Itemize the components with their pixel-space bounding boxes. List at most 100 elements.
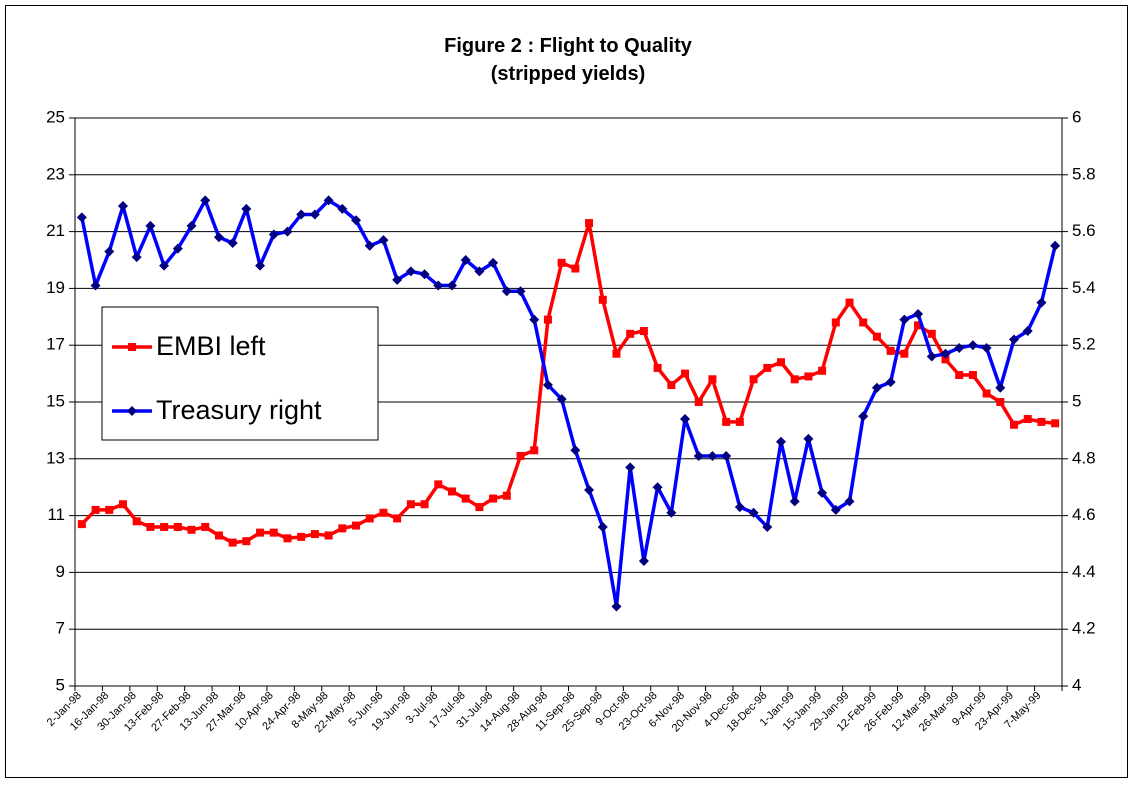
- point-marker: [653, 363, 662, 372]
- legend-marker: [127, 406, 137, 416]
- point-marker: [173, 522, 182, 531]
- point-marker: [186, 220, 197, 231]
- point-marker: [585, 219, 594, 228]
- point-marker: [145, 220, 156, 231]
- point-marker: [310, 530, 319, 539]
- point-marker: [172, 243, 183, 254]
- point-marker: [1009, 334, 1020, 345]
- point-marker: [734, 502, 745, 513]
- point-marker: [818, 366, 827, 375]
- point-marker: [844, 496, 855, 507]
- point-marker: [228, 538, 237, 547]
- point-marker: [914, 321, 923, 330]
- point-marker: [131, 252, 142, 263]
- point-marker: [242, 537, 251, 546]
- point-marker: [502, 491, 511, 500]
- point-marker: [817, 487, 828, 498]
- point-marker: [681, 369, 690, 378]
- point-marker: [364, 240, 375, 251]
- point-marker: [542, 379, 553, 390]
- point-marker: [955, 371, 964, 380]
- point-marker: [859, 318, 868, 327]
- point-marker: [626, 329, 635, 338]
- point-marker: [748, 507, 759, 518]
- y2-tick-label: 5: [1072, 391, 1081, 410]
- point-marker: [1051, 419, 1060, 428]
- point-marker: [297, 532, 306, 541]
- point-marker: [749, 375, 758, 384]
- y2-tick-label: 4.2: [1072, 619, 1096, 638]
- point-marker: [309, 209, 320, 220]
- point-marker: [447, 487, 456, 496]
- point-marker: [612, 349, 621, 358]
- point-marker: [214, 531, 223, 540]
- y2-tick-label: 5.2: [1072, 335, 1096, 354]
- point-marker: [693, 450, 704, 461]
- point-marker: [352, 521, 361, 530]
- point-marker: [1036, 297, 1047, 308]
- point-marker: [830, 504, 841, 515]
- point-marker: [420, 500, 429, 509]
- y-tick-label: 23: [46, 164, 65, 183]
- point-marker: [282, 226, 293, 237]
- y-tick-label: 7: [56, 619, 65, 638]
- point-marker: [996, 398, 1005, 406]
- y-tick-label: 9: [56, 562, 65, 581]
- point-marker: [433, 280, 444, 291]
- point-marker: [338, 524, 347, 533]
- point-marker: [378, 235, 389, 246]
- y-tick-label: 25: [46, 107, 65, 126]
- point-marker: [255, 260, 266, 271]
- point-marker: [105, 505, 114, 514]
- y-tick-label: 17: [46, 335, 65, 354]
- point-marker: [379, 508, 388, 517]
- point-marker: [1010, 420, 1019, 429]
- point-marker: [804, 372, 813, 381]
- point-marker: [256, 528, 265, 537]
- point-marker: [393, 514, 402, 523]
- point-marker: [666, 507, 677, 518]
- point-marker: [200, 195, 211, 206]
- y2-tick-label: 4: [1072, 675, 1081, 694]
- point-marker: [461, 494, 470, 503]
- point-marker: [926, 351, 937, 362]
- point-marker: [611, 601, 622, 612]
- y2-tick-label: 6: [1072, 107, 1081, 126]
- point-marker: [227, 237, 238, 248]
- y-tick-label: 15: [46, 391, 65, 410]
- y-tick-label: 21: [46, 221, 65, 240]
- point-marker: [489, 494, 498, 503]
- point-marker: [118, 500, 127, 509]
- point-marker: [488, 257, 499, 268]
- point-marker: [639, 327, 648, 335]
- point-marker: [419, 269, 430, 280]
- point-marker: [530, 446, 539, 455]
- point-marker: [475, 503, 484, 512]
- point-marker: [146, 522, 155, 531]
- legend-label: EMBI left: [156, 331, 266, 361]
- y2-tick-label: 4.6: [1072, 505, 1096, 524]
- point-marker: [77, 520, 86, 529]
- point-marker: [90, 280, 101, 291]
- point-marker: [1037, 417, 1046, 426]
- point-marker: [1022, 326, 1033, 336]
- point-marker: [941, 355, 950, 364]
- point-marker: [296, 209, 307, 220]
- point-marker: [694, 398, 703, 406]
- point-marker: [584, 485, 595, 496]
- point-marker: [201, 522, 210, 531]
- legend-box: [101, 306, 379, 441]
- y2-tick-label: 5.4: [1072, 278, 1096, 297]
- point-marker: [899, 314, 910, 325]
- point-marker: [625, 462, 636, 473]
- point-marker: [516, 451, 525, 460]
- point-marker: [707, 450, 718, 461]
- point-marker: [886, 346, 895, 355]
- point-marker: [241, 203, 252, 214]
- point-marker: [213, 232, 224, 243]
- point-marker: [871, 382, 882, 393]
- point-marker: [598, 295, 607, 304]
- point-marker: [667, 380, 676, 389]
- point-marker: [91, 505, 100, 514]
- point-marker: [885, 377, 896, 388]
